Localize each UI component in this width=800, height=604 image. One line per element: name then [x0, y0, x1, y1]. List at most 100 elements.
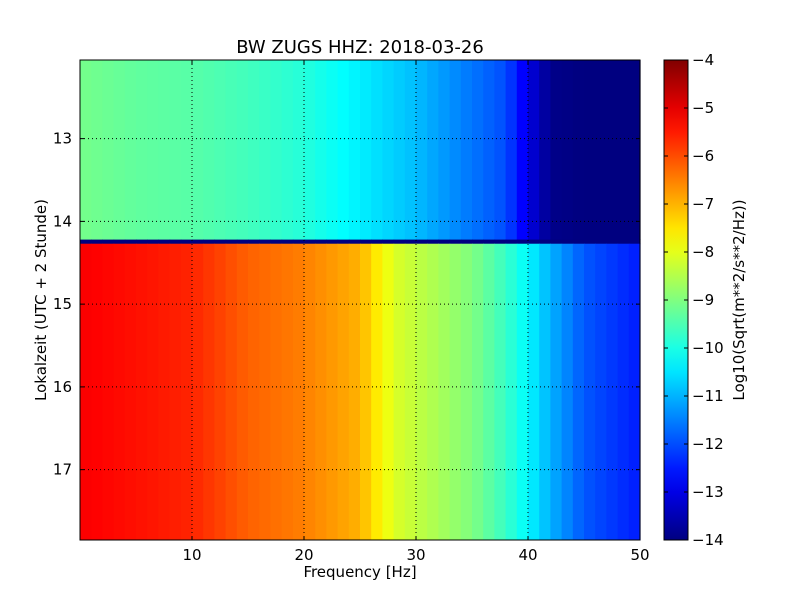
- heatmap-cell: [617, 239, 630, 245]
- heatmap-cell: [494, 243, 507, 541]
- heatmap-cell: [102, 60, 115, 240]
- heatmap-cell: [225, 243, 238, 541]
- heatmap-cell: [371, 239, 383, 245]
- x-tick-label: 10: [182, 546, 201, 564]
- heatmap-cell: [248, 239, 260, 245]
- heatmap-cell: [382, 60, 395, 240]
- heatmap-cell: [449, 243, 462, 541]
- heatmap-cell: [236, 239, 249, 245]
- heatmap-cell: [416, 239, 428, 245]
- heatmap-cell: [169, 243, 182, 541]
- colorbar-label: Log10(Sqrt(m**2/s**2/Hz)): [730, 199, 748, 400]
- heatmap-cell: [561, 239, 574, 245]
- y-tick-label: 13: [53, 130, 72, 148]
- heatmap-cell: [236, 60, 249, 240]
- heatmap-cell: [393, 243, 406, 541]
- heatmap-cell: [147, 239, 159, 245]
- heatmap-cell: [326, 243, 339, 541]
- heatmap-cell: [472, 243, 484, 541]
- x-tick-label: 40: [518, 546, 537, 564]
- heatmap-cell: [617, 60, 630, 240]
- heatmap-cell: [606, 243, 619, 541]
- heatmap-cell: [214, 239, 227, 245]
- heatmap-cell: [528, 60, 540, 240]
- heatmap-cell: [505, 60, 518, 240]
- heatmap-cell: [404, 239, 417, 245]
- heatmap-cell: [136, 243, 148, 541]
- heatmap-cell: [315, 60, 327, 240]
- heatmap-cell: [158, 239, 171, 245]
- colorbar-tick-label: −5: [692, 99, 714, 117]
- heatmap-cell: [326, 239, 339, 245]
- heatmap-cell: [595, 60, 607, 240]
- heatmap-cell: [483, 243, 495, 541]
- heatmap-cell: [136, 60, 148, 240]
- heatmap-cell: [80, 60, 92, 240]
- heatmap-cell: [192, 60, 204, 240]
- heatmap-cell: [102, 239, 115, 245]
- heatmap-cell: [180, 243, 193, 541]
- heatmap-cell: [516, 239, 529, 245]
- heatmap-cell: [528, 239, 540, 245]
- heatmap-cell: [337, 243, 350, 541]
- heatmap-cell: [158, 243, 171, 541]
- heatmap-cell: [292, 60, 305, 240]
- colorbar-tick-label: −12: [692, 435, 724, 453]
- heatmap-cell: [483, 239, 495, 245]
- heatmap-cell: [259, 239, 271, 245]
- heatmap-cell: [460, 239, 473, 245]
- heatmap-cell: [337, 60, 350, 240]
- heatmap-cell: [270, 243, 283, 541]
- heatmap-cell: [505, 239, 518, 245]
- heatmap-cell: [360, 239, 372, 245]
- y-axis-ticks: 13 14 15 16 17: [53, 130, 640, 479]
- heatmap-cell: [427, 60, 439, 240]
- heatmap-cell: [550, 239, 563, 245]
- heatmap-cell: [438, 239, 451, 245]
- heatmap-cell: [628, 60, 641, 240]
- heatmap-cell: [124, 60, 137, 240]
- heatmap-cell: [516, 243, 529, 541]
- heatmap-cell: [393, 239, 406, 245]
- x-axis-label: Frequency [Hz]: [303, 563, 416, 581]
- heatmap-cell: [572, 239, 585, 245]
- heatmap-cell: [382, 243, 395, 541]
- colorbar-tick-label: −11: [692, 387, 724, 405]
- heatmap-cell: [348, 239, 361, 245]
- heatmap-cell: [494, 60, 507, 240]
- heatmap-cell: [539, 60, 551, 240]
- heatmap-cell: [427, 239, 439, 245]
- heatmap-cell: [505, 243, 518, 541]
- heatmap-cell: [360, 60, 372, 240]
- heatmap-cell: [472, 239, 484, 245]
- heatmap-cell: [572, 243, 585, 541]
- heatmap-cell: [483, 60, 495, 240]
- heatmap-cell: [113, 60, 126, 240]
- heatmap-cell: [304, 243, 316, 541]
- y-tick-label: 14: [53, 212, 72, 230]
- heatmap-cell: [427, 243, 439, 541]
- heatmap-cell: [281, 60, 294, 240]
- colorbar-tick-label: −10: [692, 339, 724, 357]
- heatmap-cells: [80, 60, 641, 541]
- heatmap-cell: [214, 243, 227, 541]
- heatmap-cell: [203, 243, 215, 541]
- heatmap-cell: [236, 243, 249, 541]
- heatmap-cell: [225, 60, 238, 240]
- heatmap-cell: [281, 239, 294, 245]
- heatmap-cell: [628, 239, 641, 245]
- heatmap-cell: [550, 60, 563, 240]
- heatmap-cell: [124, 243, 137, 541]
- heatmap-cell: [315, 243, 327, 541]
- y-axis-label: Lokalzeit (UTC + 2 Stunde): [32, 199, 50, 401]
- plot-frame: [79, 59, 641, 541]
- heatmap-cell: [595, 239, 607, 245]
- heatmap-cell: [628, 243, 641, 541]
- colorbar-tick-label: −13: [692, 483, 724, 501]
- heatmap-cell: [225, 239, 238, 245]
- heatmap-cell: [416, 60, 428, 240]
- heatmap-cell: [595, 243, 607, 541]
- heatmap-cell: [382, 239, 395, 245]
- heatmap-cell: [180, 239, 193, 245]
- heatmap-cell: [606, 239, 619, 245]
